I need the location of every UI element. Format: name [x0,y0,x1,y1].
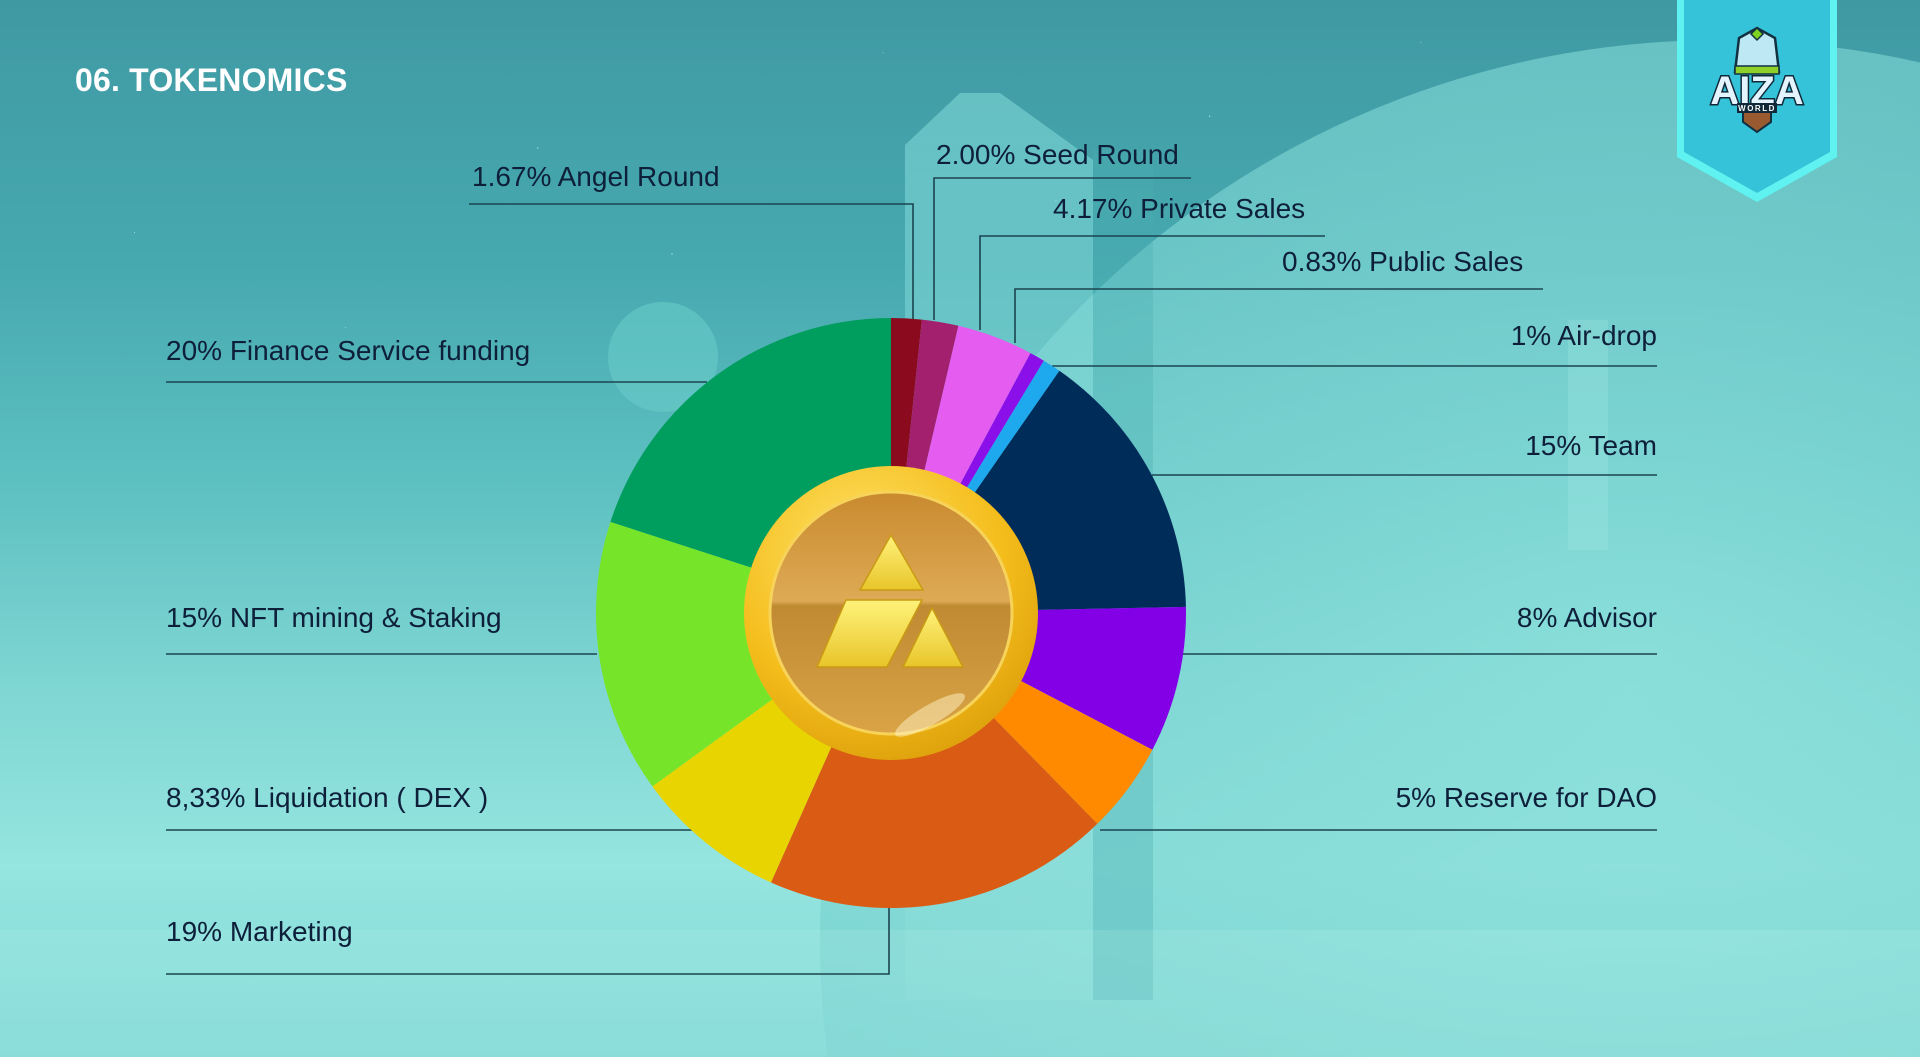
leader-line-private [979,235,1325,330]
callout-label-public: 0.83% Public Sales [1282,246,1524,277]
leader-line-angel [469,203,914,320]
leader-line-public [1014,288,1543,343]
callout-label-airdrop: 1% Air-drop [1510,320,1657,351]
aiza-token-icon [815,533,965,668]
badge-fill [1684,0,1830,193]
logo-subtext: WORLD [1738,104,1776,113]
pie-slice-nft-mining-staking [596,521,891,787]
callout-label-team: 15% Team [1525,430,1657,461]
callout-label-seed: 2.00% Seed Round [936,139,1179,170]
pie-slice-marketing [770,613,1098,908]
aiza-world-logo-badge: AIZA WORLD [1677,0,1837,202]
center-coin [744,466,1038,760]
callout-label-angel: 1.67% Angel Round [472,161,720,192]
callout-label-dao: 5% Reserve for DAO [1395,782,1657,813]
leader-line-seed [933,177,1191,320]
callout-label-liquidity: 8,33% Liquidation ( DEX ) [166,782,489,813]
callout-label-nft: 15% NFT mining & Staking [166,602,502,633]
aiza-logo-icon: AIZA WORLD [1709,26,1805,134]
slide-title: 06. TOKENOMICS [75,62,348,98]
leader-lines [166,177,1657,975]
callout-label-marketing: 19% Marketing [166,916,353,947]
callout-label-advisor: 8% Advisor [1516,602,1657,633]
leader-line-marketing [166,908,890,975]
callout-label-private: 4.17% Private Sales [1053,193,1306,224]
callout-label-finance: 20% Finance Service funding [166,335,531,366]
